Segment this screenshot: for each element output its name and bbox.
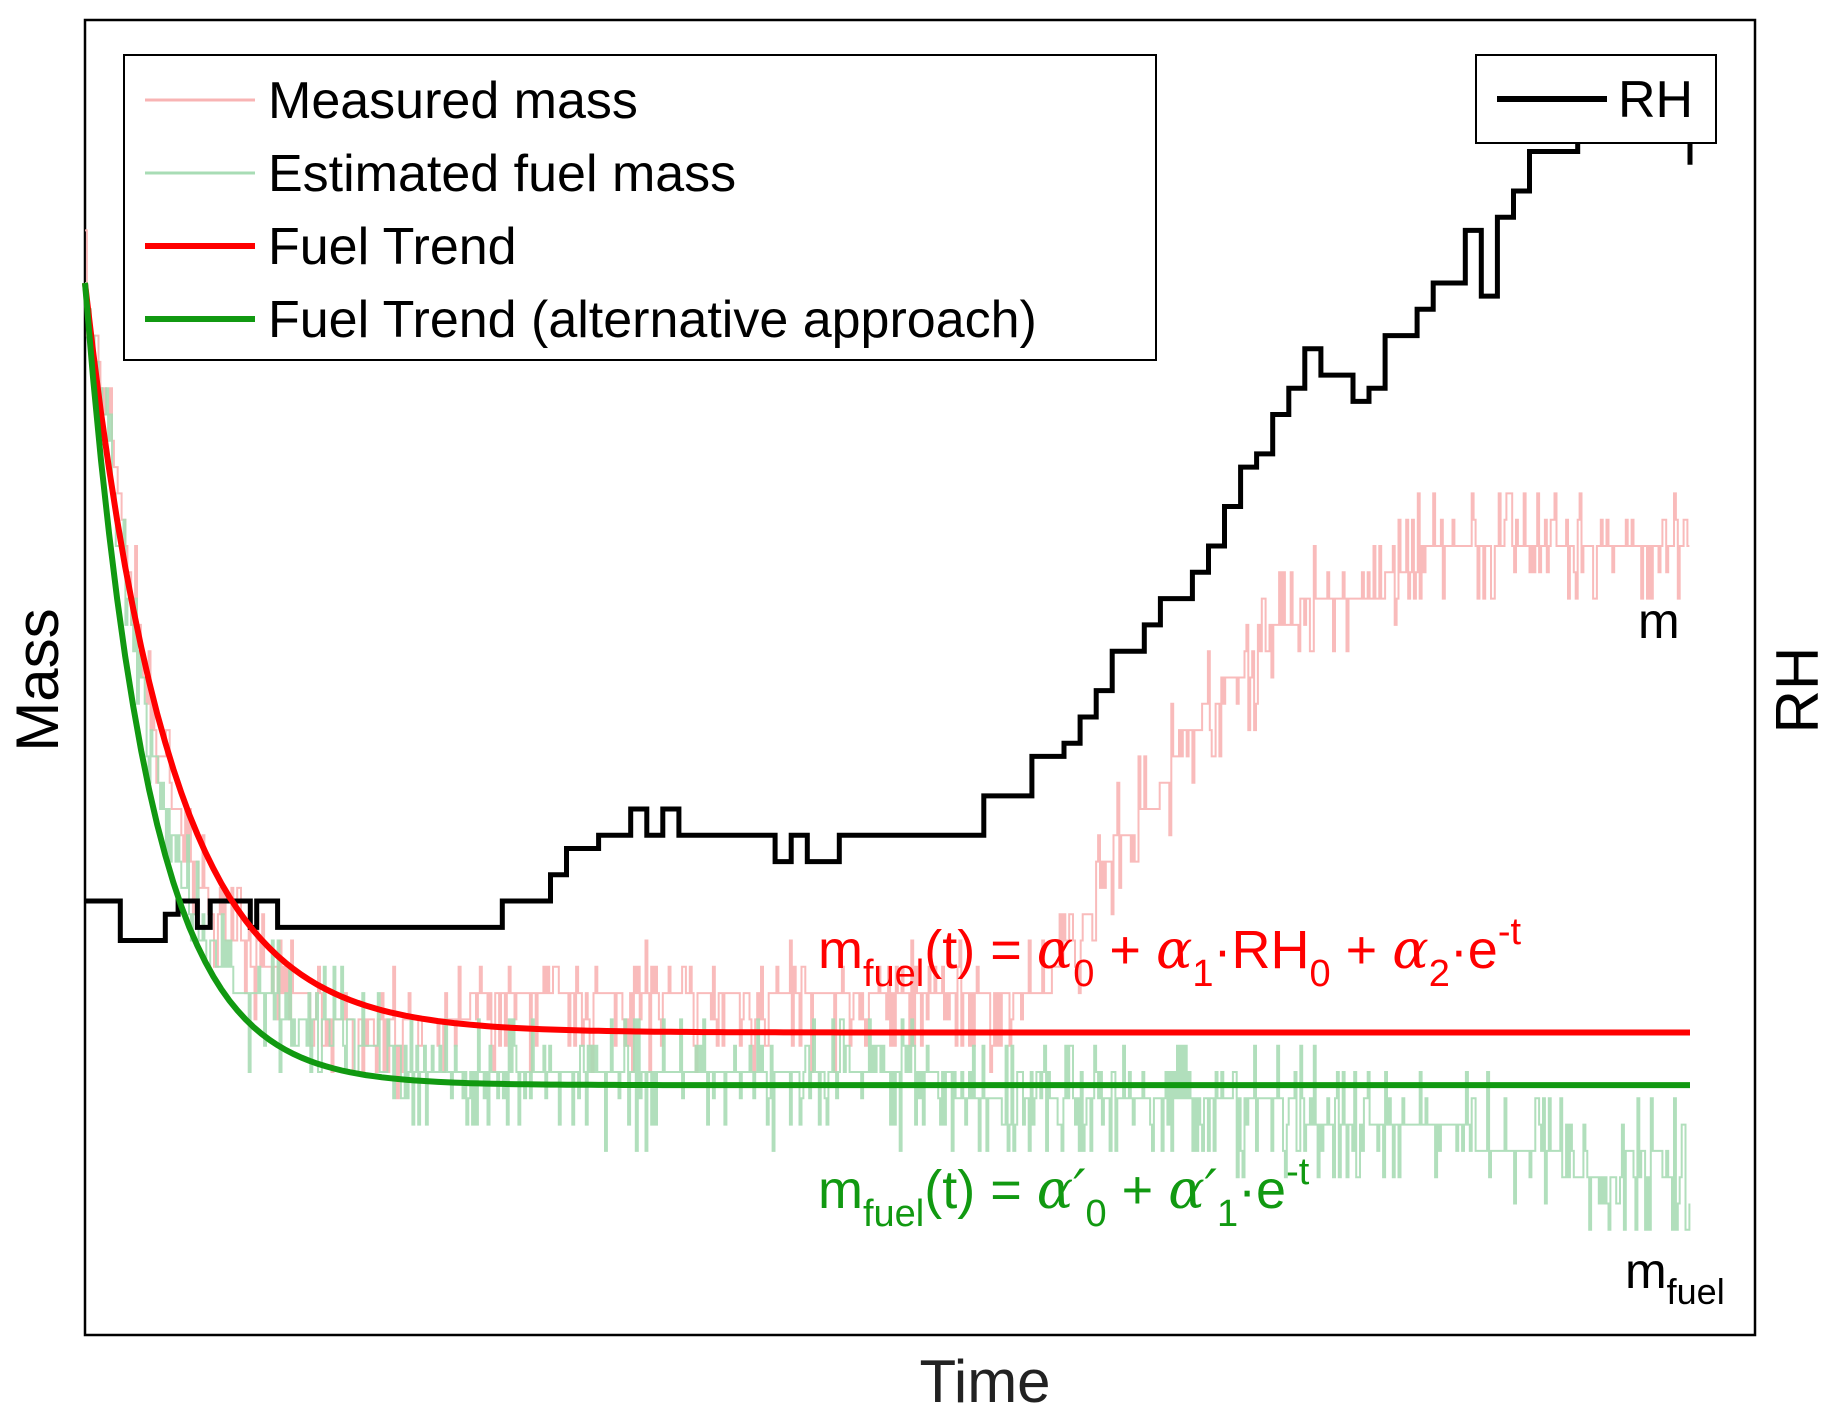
rh-line [85,109,1693,943]
fuel-trend-line [82,282,1690,1036]
eq2-text: (t) = [924,1160,1037,1220]
eq2-alpha1: α′ [1168,1158,1217,1221]
eq1-alpha2-sub: 2 [1429,953,1450,995]
eq2-op0: + [1107,1160,1169,1220]
fuel-trend-alt-equation: mfuel(t) = α′0 + α′1·e-t [818,1151,1310,1235]
eq1-exp-sup: -t [1498,911,1522,953]
eq2-exp: ·e [1238,1160,1286,1220]
rh-layer [85,109,1693,943]
eq2-base: m [818,1160,863,1220]
eq1-rh-sub: 0 [1310,953,1331,995]
eq1-alpha0: α [1037,918,1073,981]
eq1-text: (t) = [924,920,1037,980]
eq1-alpha1-sub: 1 [1192,953,1213,995]
legend-label-estimated-fuel-mass: Estimated fuel mass [268,145,736,203]
y-axis-label: Mass [4,608,71,751]
estimated-fuel-mass-layer [85,282,1691,1231]
plot-frame [83,18,1757,1337]
series-label-m-fuel: mfuel [1625,1243,1725,1312]
eq2-exp-sup: -t [1286,1151,1310,1193]
series-label-m-fuel-sub: fuel [1667,1271,1725,1312]
fuel-trend-alt-line [82,282,1690,1089]
legend-label-measured-mass: Measured mass [268,72,638,130]
series-label-m: m [1638,593,1680,649]
eq1-base: m [818,920,863,980]
legend-box [123,54,1157,361]
eq1-rh: ·RH [1214,920,1310,980]
fuel-trend-equation: mfuel(t) = α0 + α1·RH0 + α2·e-t [818,911,1521,995]
eq2-alpha0: α′ [1037,1158,1086,1221]
eq1-op1: + [1331,920,1393,980]
eq1-alpha2: α [1392,918,1428,981]
legend-label-fuel-trend-alt: Fuel Trend (alternative approach) [268,291,1037,349]
eq1-exp: ·e [1450,920,1498,980]
legend: Measured mass Estimated fuel mass Fuel T… [123,54,1157,361]
x-axis-label: Time [919,1348,1050,1415]
y2-axis-label: RH [1764,647,1831,734]
estimated-fuel-mass-line [85,282,1691,1231]
eq1-base-sub: fuel [863,953,924,995]
eq1-alpha0-sub: 0 [1073,953,1094,995]
eq2-alpha1-sub: 1 [1217,1193,1238,1235]
legend-label-rh: RH [1618,71,1693,129]
eq2-alpha0-sub: 0 [1086,1193,1107,1235]
trend-layer [82,282,1690,1089]
eq1-alpha1: α [1156,918,1192,981]
eq2-base-sub: fuel [863,1193,924,1235]
legend-rh: RH [1475,54,1717,144]
series-label-m-fuel-base: m [1625,1243,1667,1299]
legend-label-fuel-trend: Fuel Trend [268,218,517,276]
eq1-op0: + [1094,920,1156,980]
